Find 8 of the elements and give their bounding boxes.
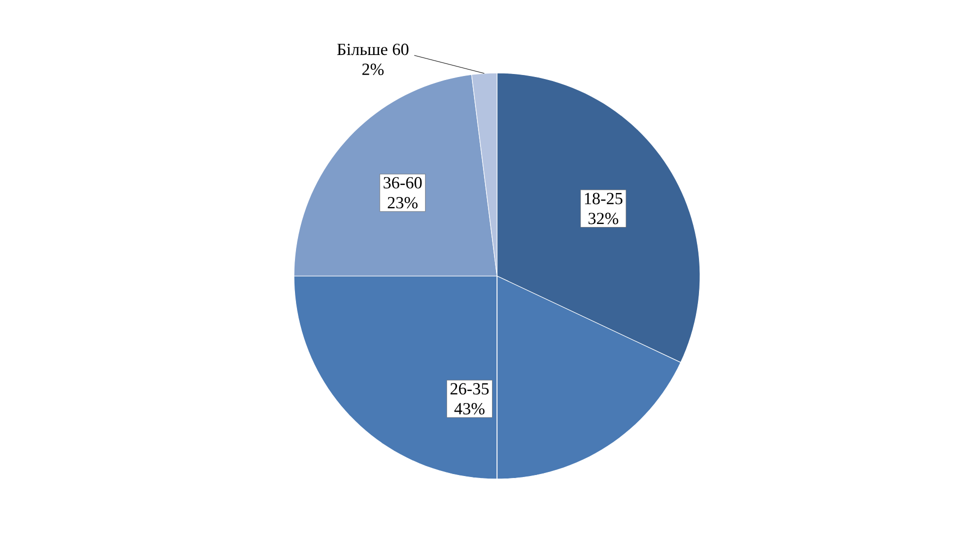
data-label: 32% — [588, 212, 618, 224]
data-label: 23% — [388, 196, 418, 208]
data-label: 2% — [362, 63, 384, 75]
data-label: 43% — [454, 402, 484, 414]
slice-label: Більше 60 — [337, 44, 408, 55]
slice-label: 26-35 — [450, 383, 489, 394]
slice-label: 36-60 — [384, 176, 422, 188]
slice-label: 18-25 — [585, 192, 622, 204]
